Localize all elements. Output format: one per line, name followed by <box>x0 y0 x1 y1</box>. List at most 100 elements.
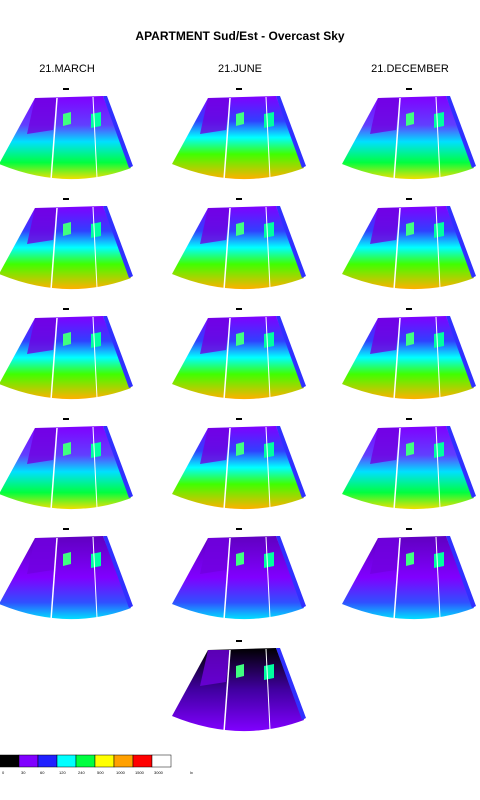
window <box>406 552 414 566</box>
partition <box>223 427 231 511</box>
partition <box>50 97 58 181</box>
rendering <box>0 88 133 181</box>
legend-label: 1000 <box>116 770 126 775</box>
partition <box>435 316 441 399</box>
partition <box>393 537 401 621</box>
marker <box>406 418 412 420</box>
wall <box>276 96 306 168</box>
partition <box>435 536 441 619</box>
rendering <box>0 528 133 621</box>
rendering <box>0 418 133 511</box>
window <box>434 442 444 458</box>
partition <box>393 427 401 511</box>
partition <box>50 427 58 511</box>
partition <box>435 96 441 179</box>
legend-swatch <box>132 754 153 768</box>
rendering <box>342 308 476 401</box>
partition <box>92 536 98 619</box>
wall <box>200 318 230 354</box>
legend-swatch <box>151 754 172 768</box>
rendering <box>172 418 306 511</box>
legend-swatch <box>94 754 115 768</box>
window <box>406 112 414 126</box>
rendering <box>172 308 306 401</box>
legend-label: 500 <box>97 770 104 775</box>
wall <box>276 316 306 388</box>
wall <box>200 538 230 574</box>
legend-swatch <box>0 754 20 768</box>
window <box>406 222 414 236</box>
marker <box>236 640 242 642</box>
partition <box>265 648 271 731</box>
window <box>434 222 444 238</box>
window <box>434 552 444 568</box>
window <box>236 222 244 236</box>
partition <box>435 206 441 289</box>
rendering <box>0 198 133 291</box>
window <box>264 552 274 568</box>
partition <box>265 426 271 509</box>
partition <box>265 536 271 619</box>
marker <box>406 88 412 90</box>
wall <box>103 96 133 168</box>
window <box>264 112 274 128</box>
wall <box>276 536 306 608</box>
wall <box>103 426 133 498</box>
marker <box>406 308 412 310</box>
partition <box>223 97 231 181</box>
window <box>264 332 274 348</box>
window <box>264 664 274 680</box>
marker <box>236 308 242 310</box>
window <box>91 442 101 458</box>
partition <box>265 206 271 289</box>
partition <box>50 317 58 401</box>
legend-swatch <box>113 754 134 768</box>
wall <box>276 426 306 498</box>
wall <box>27 538 57 574</box>
marker <box>63 528 69 530</box>
rendering <box>172 528 306 621</box>
column-header: 21.JUNE <box>218 63 262 75</box>
window <box>264 442 274 458</box>
legend-label: 60 <box>40 770 45 775</box>
window <box>91 222 101 238</box>
wall <box>370 318 400 354</box>
wall <box>370 98 400 134</box>
wall <box>200 208 230 244</box>
wall <box>446 316 476 388</box>
partition <box>92 96 98 179</box>
wall <box>446 536 476 608</box>
window <box>91 112 101 128</box>
marker <box>63 418 69 420</box>
partition <box>265 96 271 179</box>
window <box>63 112 71 126</box>
window <box>434 332 444 348</box>
window <box>91 332 101 348</box>
marker <box>236 88 242 90</box>
partition <box>92 426 98 509</box>
legend-label: 1500 <box>135 770 145 775</box>
partition <box>435 426 441 509</box>
rendering <box>342 418 476 511</box>
partition <box>92 316 98 399</box>
marker <box>63 308 69 310</box>
wall <box>103 536 133 608</box>
wall <box>103 206 133 278</box>
partition <box>265 316 271 399</box>
marker <box>406 198 412 200</box>
legend-unit: lx <box>190 770 193 775</box>
wall <box>103 316 133 388</box>
window <box>406 442 414 456</box>
window <box>63 552 71 566</box>
rendering <box>342 528 476 621</box>
wall <box>27 208 57 244</box>
window <box>63 222 71 236</box>
window <box>91 552 101 568</box>
wall <box>27 318 57 354</box>
window <box>236 112 244 126</box>
legend-label: 0 <box>2 770 5 775</box>
partition <box>223 317 231 401</box>
wall <box>200 98 230 134</box>
partition <box>223 537 231 621</box>
